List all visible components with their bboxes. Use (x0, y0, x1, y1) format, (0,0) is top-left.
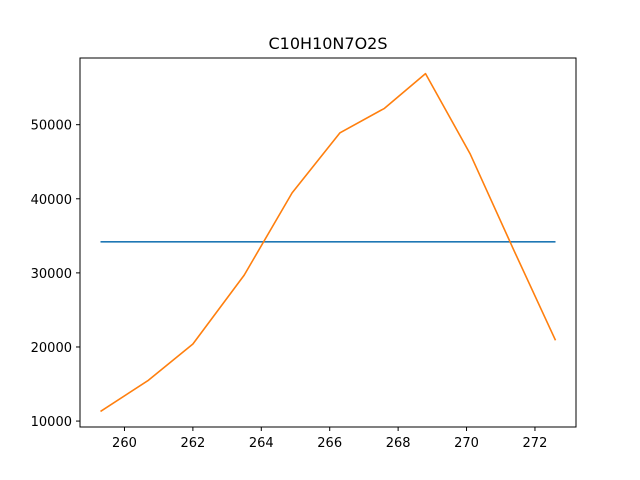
series-line-2 (100, 72, 557, 413)
x-tick-label: 262 (180, 436, 205, 451)
x-tick-label: 266 (317, 436, 342, 451)
x-tick-label: 260 (112, 436, 137, 451)
y-tick-label: 10000 (31, 415, 72, 430)
series-layer (100, 72, 557, 413)
x-tick-label: 264 (249, 436, 274, 451)
y-tick-label: 30000 (31, 267, 72, 282)
chart-title: C10H10N7O2S (269, 34, 388, 53)
x-tick-label: 270 (454, 436, 479, 451)
y-tick-label: 40000 (31, 193, 72, 208)
x-tick-label: 272 (523, 436, 548, 451)
y-tick-label: 50000 (31, 119, 72, 134)
x-axis: 260 262 264 266 268 270 272 (112, 427, 547, 451)
plot-area-frame (79, 57, 577, 428)
y-axis: 10000 20000 30000 40000 50000 (31, 119, 80, 430)
y-tick-label: 20000 (31, 341, 72, 356)
x-tick-label: 268 (386, 436, 411, 451)
